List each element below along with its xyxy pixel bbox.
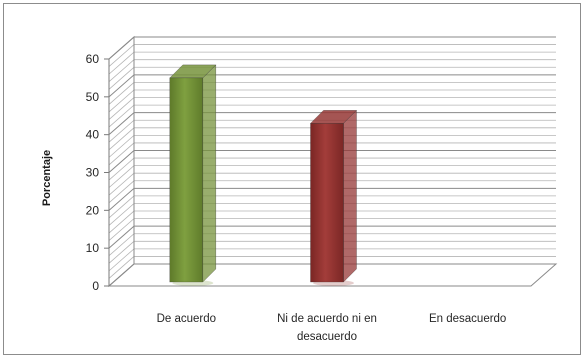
bar-front	[310, 123, 344, 283]
y-axis-ticks: 0 10 20 30 40 50 60	[86, 52, 110, 293]
y-axis-title: Porcentaje	[41, 150, 53, 206]
bar	[454, 280, 495, 286]
y-tick-label: 0	[92, 279, 99, 293]
bar-base	[313, 280, 354, 286]
y-tick-label: 20	[86, 203, 100, 217]
y-tick-label: 50	[86, 90, 100, 104]
x-axis-categories: De acuerdo Ni de acuerdo ni en desacuerdo E…	[157, 313, 507, 343]
y-tick-label: 10	[86, 241, 100, 255]
y-tick-label: 30	[86, 166, 100, 180]
chart-frame: 0 10 20 30 40 50 60 De acuerdo Ni de acuerdo ni…	[3, 3, 581, 355]
bar-base	[172, 280, 214, 286]
bar-chart: 0 10 20 30 40 50 60 De acuerdo Ni de acuerdo ni…	[41, 35, 558, 343]
x-category-label: Ni de acuerdo ni en desacuerdo	[277, 313, 377, 343]
bar-front	[169, 77, 203, 283]
x-category-label: De acuerdo	[157, 313, 216, 325]
bar	[310, 109, 357, 286]
gridlines	[108, 36, 556, 287]
bars	[169, 64, 495, 286]
bar	[169, 64, 217, 286]
bar-side	[343, 109, 357, 283]
y-tick-label: 60	[86, 52, 100, 66]
x-category-label: En desacuerdo	[429, 313, 506, 325]
bar-side	[202, 64, 216, 283]
y-tick-label: 40	[86, 128, 100, 142]
bar-base	[454, 280, 495, 286]
